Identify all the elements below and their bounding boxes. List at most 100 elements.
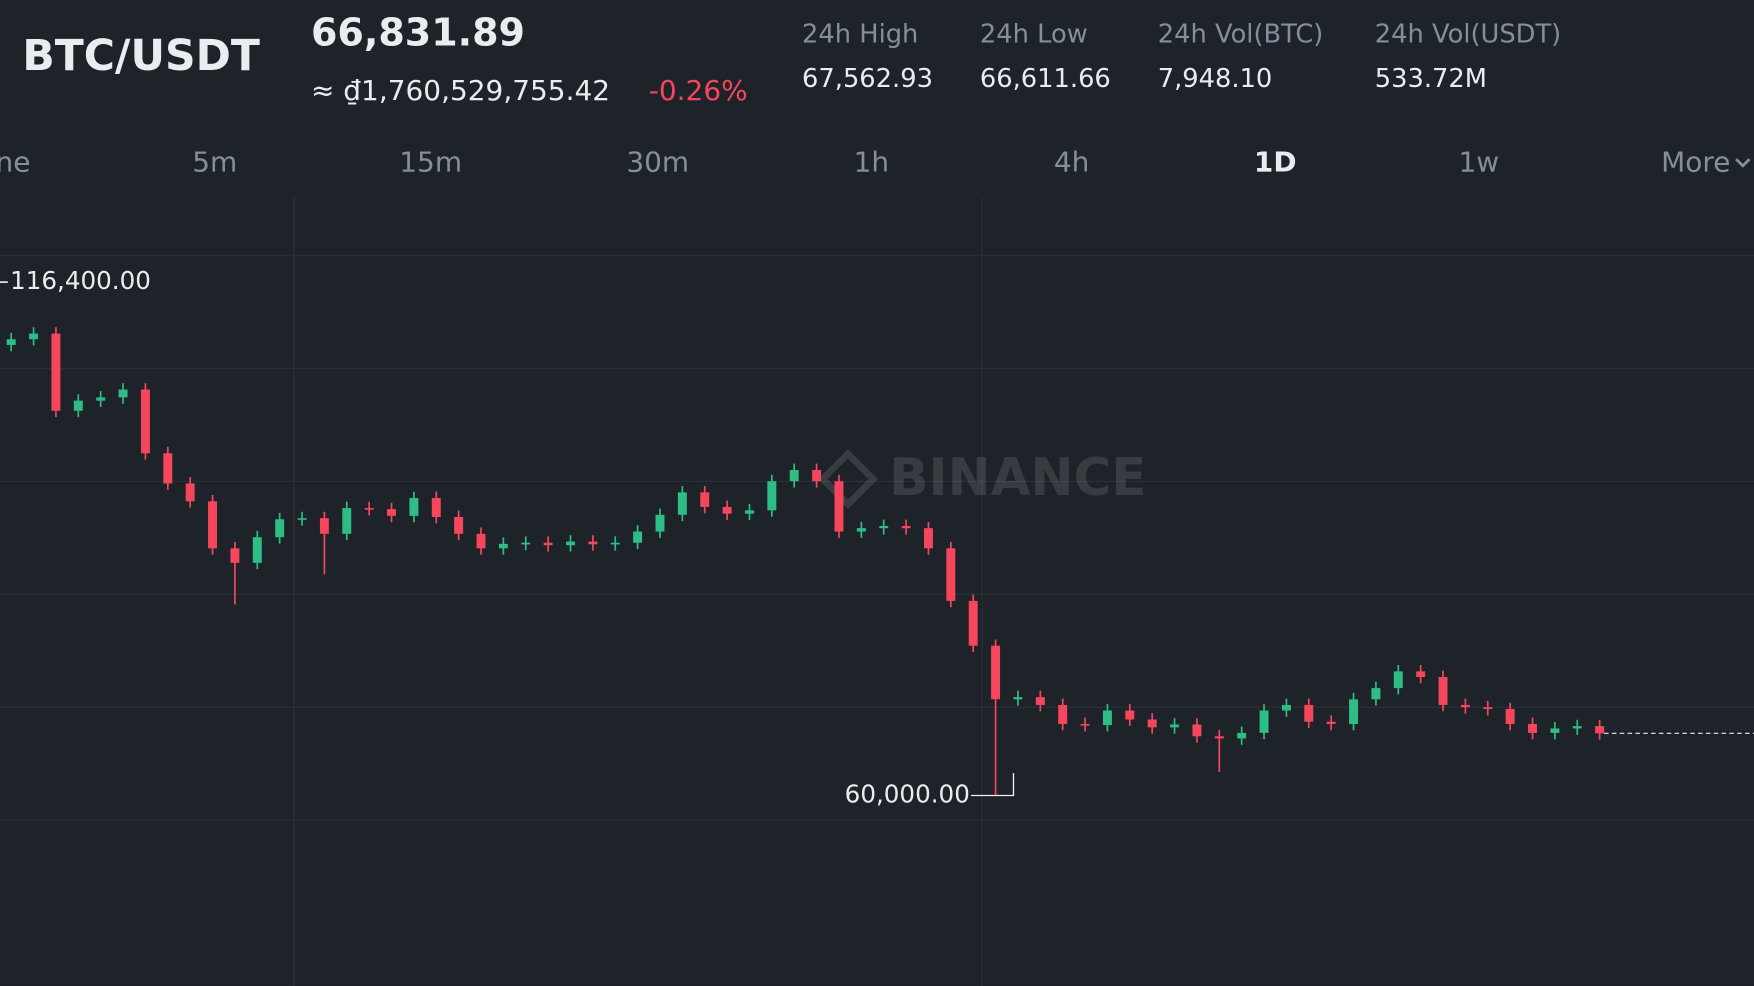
min-marker <box>970 773 1015 797</box>
candle-body <box>1595 726 1605 734</box>
candle-body <box>51 333 61 411</box>
candle-body <box>767 481 777 511</box>
candle-body <box>454 516 464 534</box>
converted-price: ≈ ₫1,760,529,755.42 <box>311 74 610 107</box>
candle-body <box>991 645 1001 700</box>
interval-tab[interactable]: 15m <box>399 146 462 179</box>
candle-body <box>73 400 83 411</box>
candle-body <box>789 470 799 482</box>
candle-body <box>1125 710 1135 720</box>
candle-body <box>140 389 150 454</box>
candle-body <box>1080 723 1090 726</box>
candle-body <box>319 518 329 534</box>
candle-body <box>812 470 822 482</box>
candle-body <box>163 453 173 484</box>
interval-tabs: ne 5m 15m 30m 1h 4h 1D 1w More <box>0 146 1751 179</box>
price: 66,831.89 <box>311 10 525 54</box>
watermark-text: BINANCE <box>889 448 1146 508</box>
candle-body <box>1058 704 1068 724</box>
candle-body <box>118 389 128 398</box>
candle-body <box>1102 710 1112 726</box>
candle-body <box>252 537 262 563</box>
stat-value: 66,611.66 <box>980 64 1111 94</box>
grid <box>0 197 1754 986</box>
candle-body <box>185 483 195 502</box>
interval-tab[interactable]: 1h <box>854 146 890 179</box>
candle-body <box>342 508 352 534</box>
header: BTC/USDT 66,831.89 ≈ ₫1,760,529,755.42 -… <box>22 10 747 107</box>
candle-body <box>387 509 396 516</box>
stat-value: 533.72M <box>1375 64 1487 94</box>
min-label: 60,000.00 <box>845 780 970 809</box>
stat-label: 24h High <box>802 19 918 49</box>
candle-body <box>923 528 933 549</box>
candle-body <box>1460 704 1470 708</box>
candle-body <box>1170 724 1180 728</box>
candle-body <box>409 498 419 516</box>
candle-body <box>1349 699 1359 724</box>
candle-body <box>834 481 844 532</box>
candle-body <box>1237 732 1247 739</box>
interval-tab[interactable]: 4h <box>1054 146 1090 179</box>
candle-body <box>722 506 732 514</box>
candle-body <box>1371 688 1381 700</box>
candle-body <box>230 548 240 563</box>
candle-body <box>588 541 598 545</box>
candle-body <box>1438 677 1448 705</box>
interval-tab[interactable]: 1w <box>1458 146 1499 179</box>
candle-body <box>1304 704 1314 722</box>
change: -0.26% <box>649 74 748 107</box>
candle-body <box>1035 697 1045 705</box>
candle-body <box>1550 728 1560 733</box>
candle-body <box>700 492 710 507</box>
interval-tab[interactable]: ne <box>0 146 30 179</box>
candle-body <box>498 543 508 549</box>
candle-body <box>745 510 754 514</box>
interval-tab[interactable]: 1D <box>1254 146 1297 179</box>
candle-body <box>901 525 911 529</box>
candle-body <box>946 548 956 601</box>
candle-body <box>1505 709 1515 724</box>
candle-body <box>655 514 665 532</box>
pair: BTC/USDT <box>22 32 260 81</box>
candle-body <box>1259 710 1269 733</box>
candle-body <box>364 508 374 510</box>
candle-body <box>1192 724 1202 737</box>
candle-body <box>476 533 486 549</box>
candle-body <box>29 333 39 340</box>
candle-body <box>633 531 643 543</box>
candle-body <box>566 541 575 546</box>
watermark: BINANCE <box>817 448 1146 510</box>
stat-value: 7,948.10 <box>1158 64 1273 94</box>
candle-body <box>1013 697 1023 700</box>
candle-body <box>1483 707 1493 710</box>
stat-label: 24h Vol(BTC) <box>1158 19 1324 49</box>
candle-body <box>1281 704 1291 711</box>
candle-body <box>275 519 285 538</box>
candle-body <box>1326 721 1336 724</box>
more-chevron <box>1735 158 1751 168</box>
candle-body <box>521 542 531 545</box>
candle-body <box>1572 726 1582 729</box>
candle-body <box>1416 671 1426 678</box>
candle-body <box>1393 671 1403 689</box>
candle-body <box>96 397 106 401</box>
candles: 116,400.00 60,000.00 <box>0 266 1754 809</box>
stat-label: 24h Vol(USDT) <box>1375 19 1561 49</box>
max-label: 116,400.00 <box>10 266 151 295</box>
candle-body <box>1214 736 1224 739</box>
candle-body <box>543 542 553 546</box>
interval-tab[interactable]: 5m <box>192 146 237 179</box>
candle-body <box>879 525 889 529</box>
candle-body <box>297 518 307 520</box>
interval-tab[interactable]: More <box>1661 146 1730 179</box>
interval-tab[interactable]: 30m <box>626 146 689 179</box>
candle-body <box>431 498 441 517</box>
stat-label: 24h Low <box>980 19 1088 49</box>
stats: 24h High 67,562.93 24h Low 66,611.66 24h Vol… <box>802 19 1561 94</box>
candle-body <box>6 339 16 345</box>
candle-body <box>856 528 866 532</box>
